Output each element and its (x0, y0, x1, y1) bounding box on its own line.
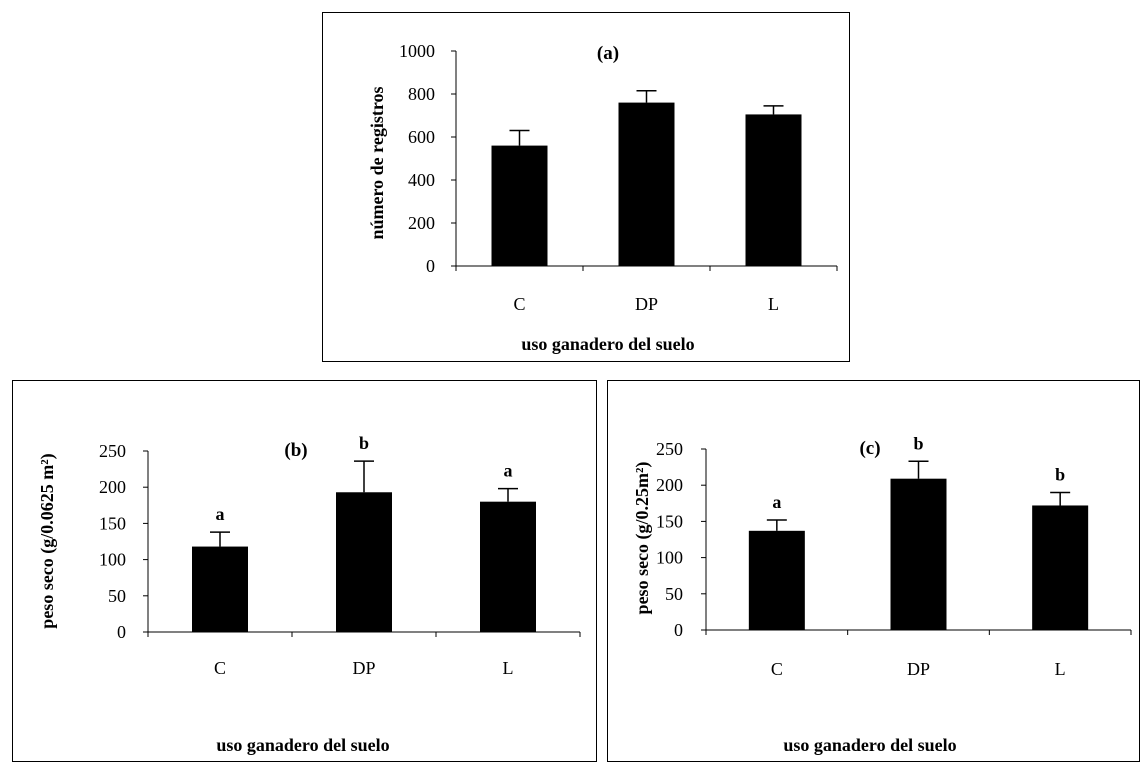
significance-label-DP: b (359, 433, 369, 453)
y-tick-label: 50 (665, 584, 683, 604)
bar-DP (336, 492, 392, 632)
y-tick-label: 200 (408, 213, 435, 233)
significance-label-DP: b (913, 433, 923, 453)
bar-C (192, 546, 248, 632)
chart-title: (c) (859, 438, 880, 459)
bar-C (491, 145, 548, 266)
significance-label-C: a (216, 504, 225, 524)
y-tick-label: 1000 (399, 41, 435, 61)
category-label-L: L (768, 294, 779, 314)
bar-L (1032, 505, 1089, 630)
y-tick-label: 0 (674, 620, 683, 640)
bar-C (748, 530, 805, 630)
significance-label-L: a (504, 461, 513, 481)
bar-L (480, 501, 536, 632)
significance-label-C: a (772, 492, 781, 512)
x-axis-label: uso ganadero del suelo (521, 334, 694, 354)
category-label-DP: DP (907, 659, 930, 679)
y-tick-label: 0 (426, 256, 435, 276)
chart-panel-a: 0 200 400 600 800 1000 C DP L (a) uso ganadero del… (322, 12, 850, 362)
category-label-C: C (214, 658, 226, 678)
y-tick-label: 600 (408, 127, 435, 147)
y-tick-label: 200 (99, 477, 126, 497)
y-tick-label: 150 (656, 511, 683, 531)
bar-chart-a: 0 200 400 600 800 1000 C DP L (a) uso ganadero del… (367, 41, 838, 354)
x-axis-label: uso ganadero del suelo (783, 735, 956, 755)
y-axis-label: peso seco (g/0.0625 m²) (37, 453, 58, 628)
chart-title: (b) (284, 440, 307, 461)
y-tick-label: 800 (408, 84, 435, 104)
y-tick-label: 150 (99, 513, 126, 533)
category-label-L: L (503, 658, 514, 678)
bar-DP (618, 102, 675, 266)
category-label-DP: DP (352, 658, 375, 678)
category-label-L: L (1055, 659, 1066, 679)
bar-chart-c: 0 50 100 150 200 250 Ca DP b Lb (c) uso ganadero de… (632, 433, 1132, 755)
category-label-C: C (771, 659, 783, 679)
y-tick-label: 100 (656, 548, 683, 568)
y-tick-label: 400 (408, 170, 435, 190)
y-tick-label: 0 (117, 622, 126, 642)
y-tick-label: 200 (656, 475, 683, 495)
y-tick-label: 50 (108, 586, 126, 606)
y-axis-label: peso seco (g/0.25m²) (632, 462, 653, 615)
y-tick-label: 250 (99, 441, 126, 461)
bar-DP (890, 478, 947, 630)
y-tick-label: 100 (99, 550, 126, 570)
bar-L (745, 114, 802, 266)
x-axis-label: uso ganadero del suelo (216, 735, 389, 755)
bar-chart-b: 0 50 100 150 200 250 Ca DP b La (b) uso ganadero de… (37, 433, 581, 755)
chart-title: (a) (597, 43, 619, 64)
category-label-C: C (513, 294, 525, 314)
significance-label-L: b (1055, 464, 1065, 484)
y-axis-label: número de registros (367, 87, 387, 240)
category-label-DP: DP (635, 294, 658, 314)
y-tick-label: 250 (656, 439, 683, 459)
